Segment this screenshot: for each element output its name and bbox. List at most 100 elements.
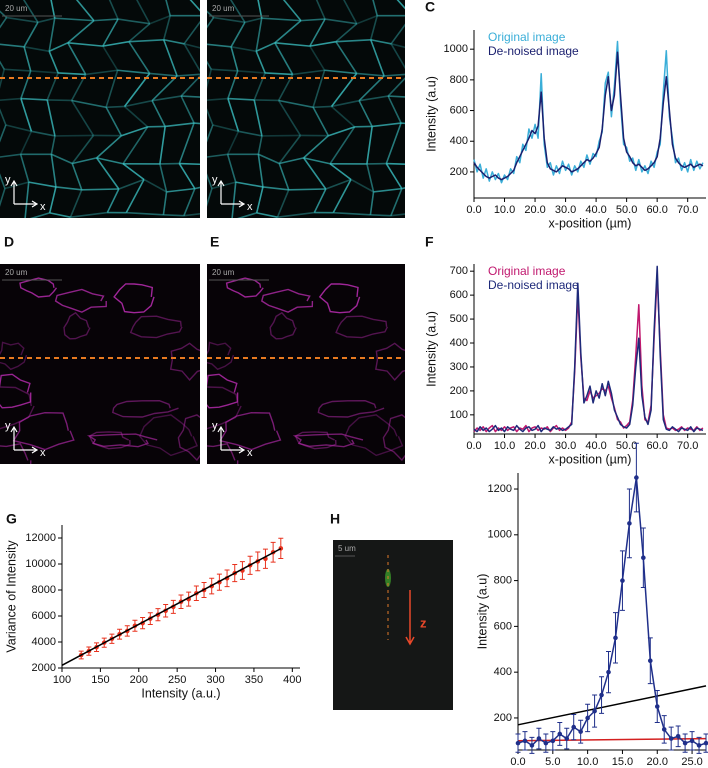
- cell-membrane: [207, 43, 232, 48]
- cell-membrane: [366, 163, 375, 193]
- cell-membrane: [315, 0, 326, 20]
- cell-outline: [177, 414, 200, 462]
- data-line: [517, 476, 707, 747]
- data-line: [61, 547, 282, 666]
- cell-membrane: [401, 187, 405, 190]
- cell-membrane: [309, 40, 337, 47]
- cell-membrane: [255, 186, 264, 214]
- data-point: [654, 704, 660, 709]
- axis-arrow-label: y: [5, 420, 11, 432]
- y-tick-label: 800: [450, 74, 468, 86]
- x-tick-label: 30.0: [555, 440, 576, 452]
- cell-membrane: [159, 126, 166, 165]
- cell-outline: [207, 373, 239, 409]
- z-arrow-label: z: [420, 615, 427, 630]
- x-tick-label: 350: [245, 674, 263, 686]
- cell-membrane: [257, 135, 263, 155]
- cell-membrane: [396, 0, 405, 10]
- cell-membrane: [128, 38, 164, 43]
- cell-membrane: [70, 211, 108, 218]
- y-tick-label: 400: [494, 666, 512, 678]
- cell-membrane: [28, 181, 57, 188]
- cell-membrane: [58, 72, 86, 76]
- cell-membrane: [237, 70, 266, 74]
- cell-membrane: [23, 21, 39, 48]
- cell-membrane: [183, 188, 196, 217]
- cell-membrane: [279, 157, 304, 165]
- cell-membrane: [372, 122, 402, 128]
- cell-membrane: [149, 14, 171, 25]
- x-tick-label: 25.0: [681, 756, 702, 768]
- cell-membrane: [71, 134, 95, 165]
- data-line: [517, 737, 707, 742]
- cell-membrane: [67, 20, 95, 44]
- cell-outline: [335, 315, 389, 339]
- cell-membrane: [71, 163, 83, 191]
- cell-membrane: [230, 21, 246, 48]
- x-tick-label: 50.0: [616, 440, 637, 452]
- y-axis-title: Intensity (a.u): [424, 311, 438, 387]
- cell-membrane: [238, 130, 263, 137]
- cell-membrane: [108, 0, 119, 20]
- cell-membrane: [136, 0, 151, 25]
- cell-membrane: [162, 15, 171, 40]
- cell-outline: [0, 341, 28, 371]
- cell-membrane: [193, 122, 200, 125]
- data-point: [641, 555, 646, 561]
- x-tick-label: 0.0: [510, 756, 525, 768]
- y-tick-label: 500: [450, 313, 468, 325]
- cell-membrane: [328, 126, 355, 137]
- scale-bar-label: 20 um: [5, 268, 28, 277]
- cell-membrane: [292, 69, 325, 76]
- axis-arrow: [217, 425, 246, 454]
- cell-membrane: [255, 50, 266, 74]
- cell-membrane: [50, 154, 57, 188]
- data-point: [606, 669, 611, 675]
- cell-membrane: [117, 69, 150, 75]
- cell-membrane: [125, 179, 145, 214]
- axis-arrow: [10, 425, 39, 454]
- cell-membrane: [96, 157, 120, 190]
- cell-membrane: [255, 18, 263, 52]
- cell-membrane: [54, 17, 94, 22]
- cell-membrane: [0, 219, 25, 220]
- cell-membrane: [274, 42, 310, 47]
- cell-membrane: [178, 163, 196, 190]
- cell-membrane: [165, 0, 171, 16]
- cell-membrane: [388, 95, 405, 98]
- data-point: [585, 715, 590, 721]
- data-point: [703, 740, 708, 746]
- axis-arrow-label: x: [40, 447, 46, 459]
- cell-membrane: [258, 153, 280, 165]
- data-point: [599, 692, 604, 698]
- cell-membrane: [373, 187, 402, 193]
- cell-membrane: [37, 17, 55, 24]
- cell-membrane: [165, 122, 195, 128]
- cell-membrane: [262, 186, 289, 191]
- cell-outline: [374, 342, 405, 381]
- cell-membrane: [207, 60, 212, 70]
- cell-membrane: [278, 134, 302, 165]
- x-tick-label: 60.0: [646, 440, 667, 452]
- cell-outline: [0, 386, 35, 430]
- cell-membrane: [106, 188, 120, 213]
- cell-outline: [207, 341, 235, 371]
- x-tick-label: 10.0: [494, 204, 515, 216]
- axis-arrow-label: x: [247, 447, 253, 459]
- cell-membrane: [50, 135, 56, 155]
- cell-membrane: [105, 70, 119, 108]
- image-background: [207, 264, 405, 464]
- data-point: [529, 743, 535, 748]
- cell-membrane: [213, 16, 246, 24]
- cell-membrane: [385, 163, 403, 190]
- cell-membrane: [117, 18, 150, 25]
- data-point: [668, 736, 674, 741]
- data-point: [689, 738, 695, 744]
- cell-membrane: [0, 60, 5, 70]
- cell-membrane: [332, 179, 352, 214]
- axis-arrow-label: x: [40, 201, 46, 213]
- cell-membrane: [261, 17, 301, 22]
- cell-membrane: [207, 124, 214, 143]
- cell-membrane: [0, 124, 7, 143]
- cell-membrane: [423, 15, 430, 52]
